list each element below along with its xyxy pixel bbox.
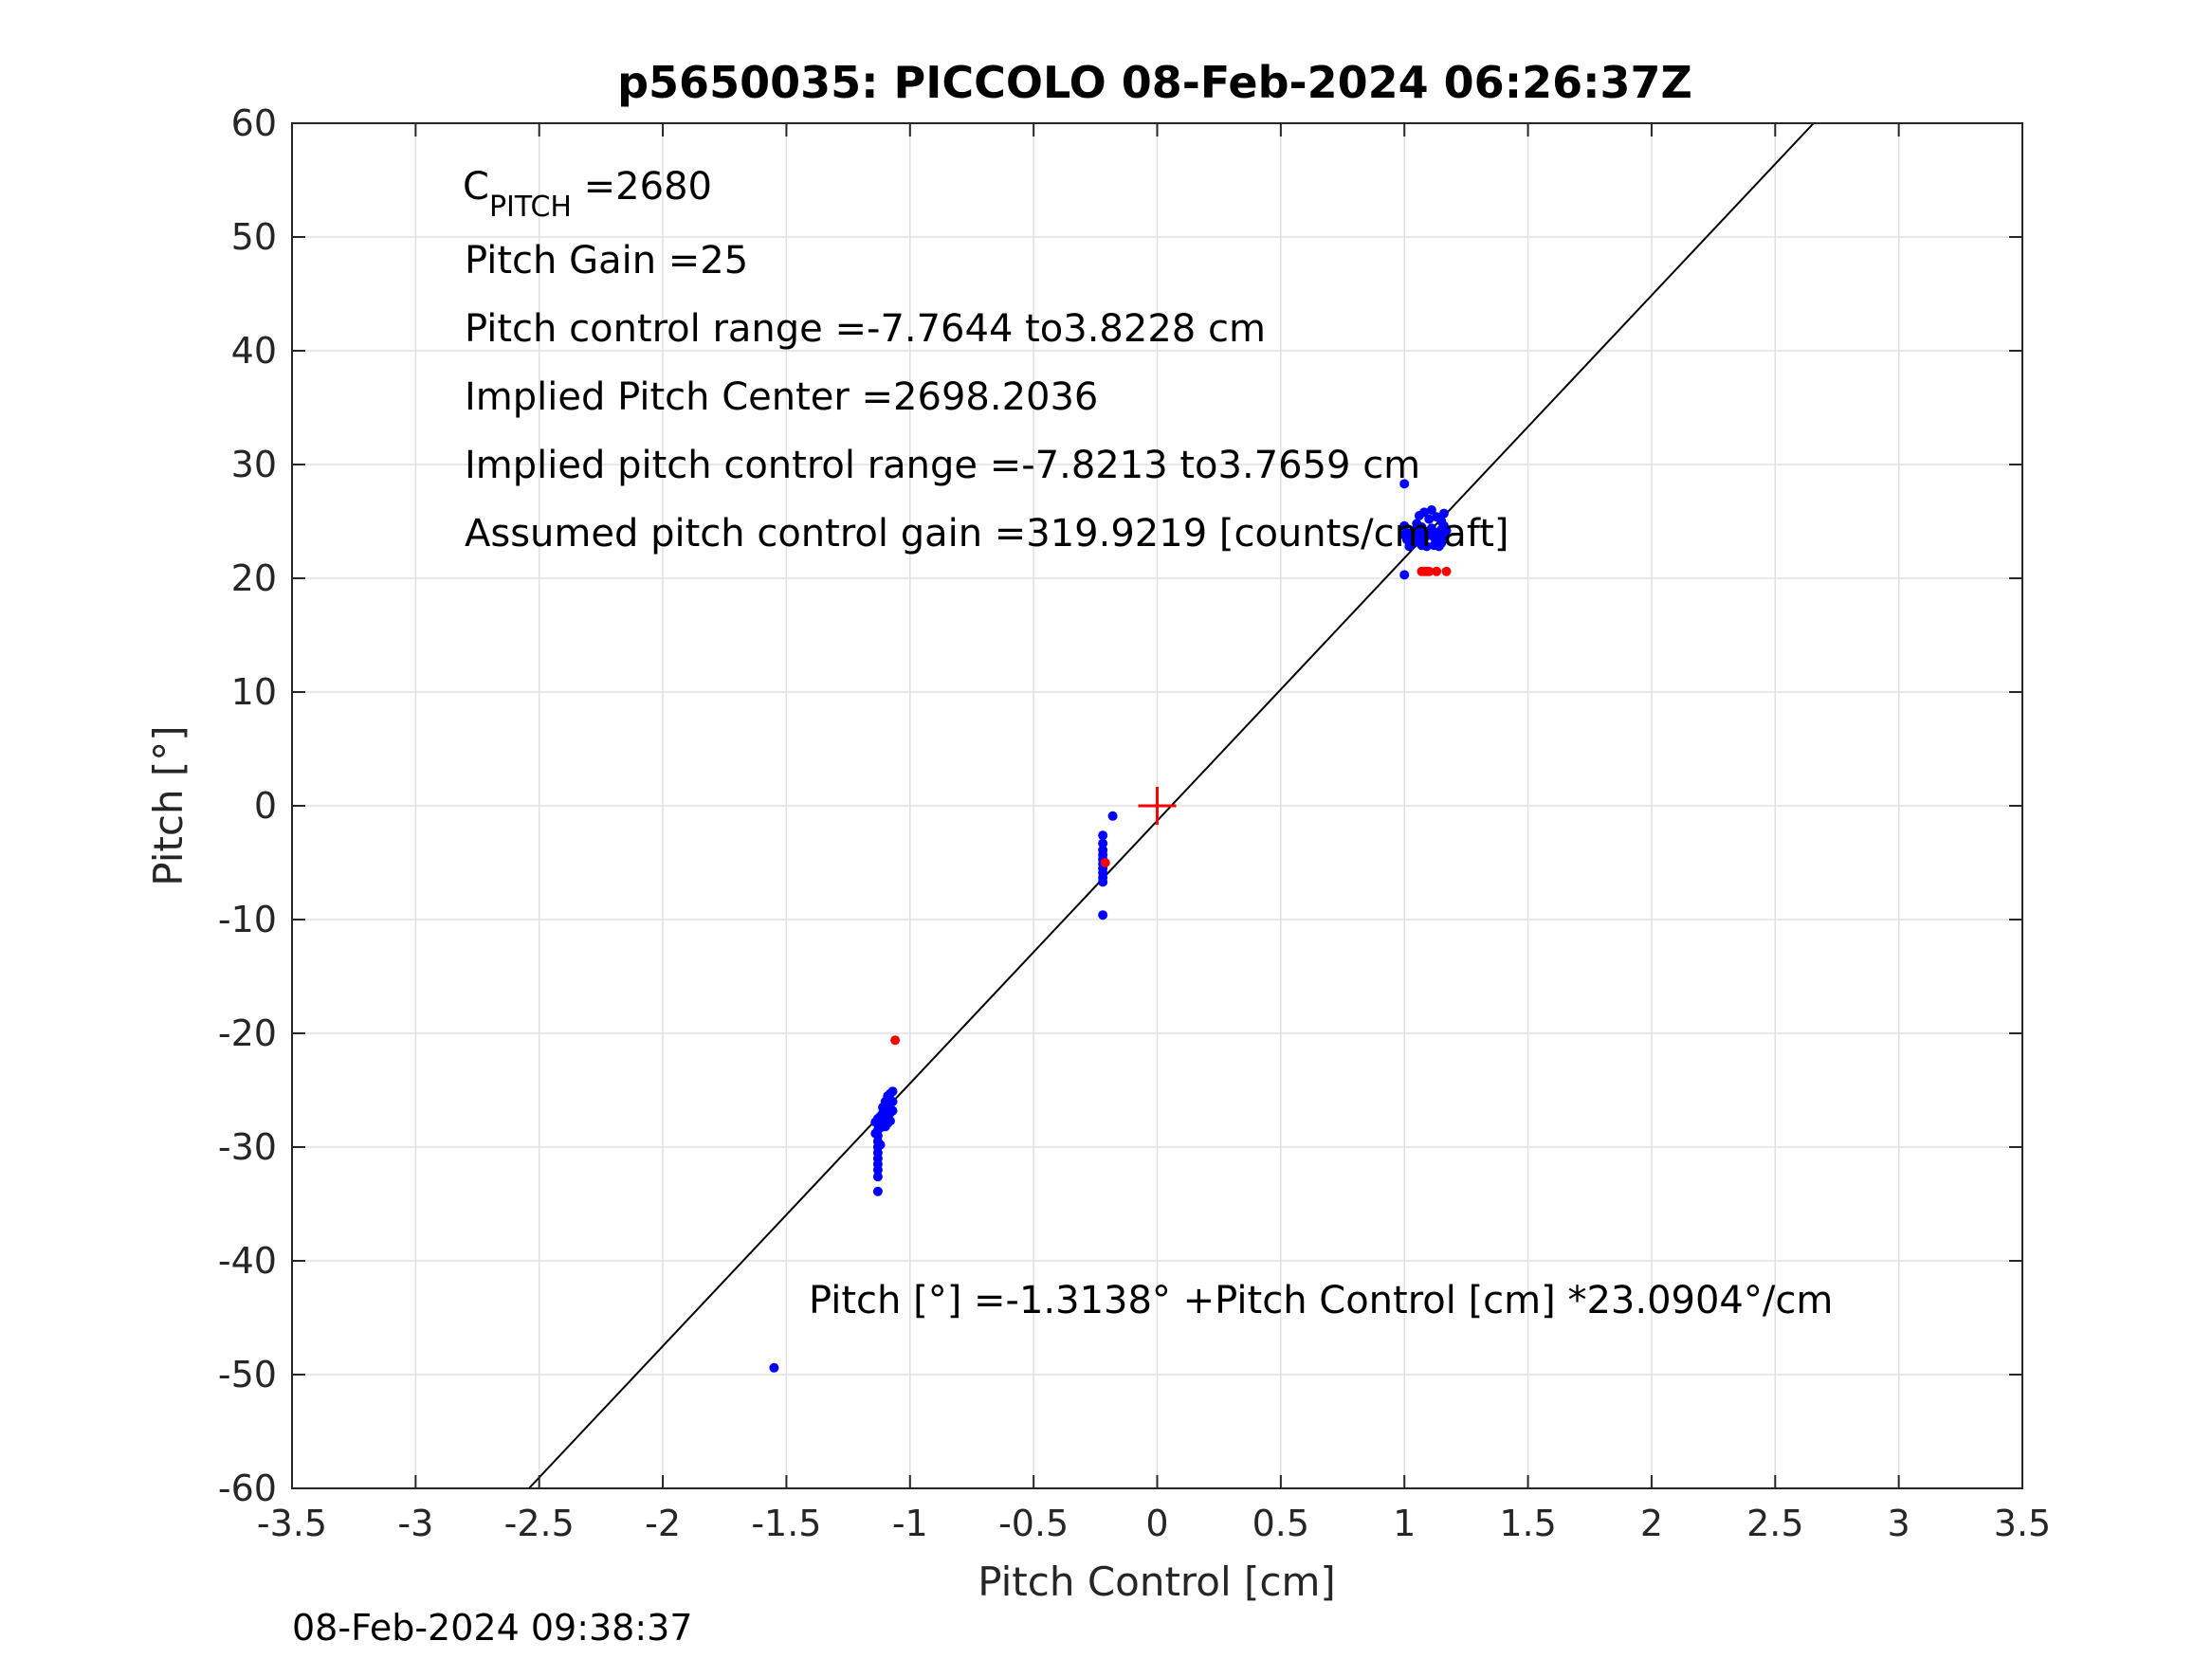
y-tick-label: -40: [218, 1240, 277, 1282]
blue-data-point: [887, 1105, 898, 1116]
y-tick-label: 0: [254, 785, 277, 827]
annotation-control-range: Pitch control range =-7.7644 to3.8228 cm: [465, 307, 1266, 351]
red-data-point: [1441, 566, 1452, 576]
c-pitch-main: C: [463, 165, 489, 209]
blue-data-point: [769, 1362, 779, 1373]
blue-data-point: [887, 1086, 898, 1097]
red-data-point: [1432, 566, 1442, 576]
blue-data-point: [1098, 877, 1108, 887]
x-axis-label: Pitch Control [cm]: [978, 1559, 1336, 1605]
x-tick-label: 0.5: [1252, 1503, 1309, 1544]
x-tick-label: 2.5: [1746, 1503, 1803, 1544]
c-pitch-subscript: PITCH: [489, 191, 572, 224]
red-data-point: [890, 1035, 901, 1046]
blue-data-point: [1421, 541, 1432, 552]
blue-data-point: [872, 1165, 883, 1175]
blue-data-point: [1107, 811, 1118, 821]
blue-data-point: [885, 1116, 895, 1126]
x-tick-label: -1: [892, 1503, 928, 1544]
y-tick-label: -30: [218, 1126, 277, 1168]
x-tick-label: 1.5: [1499, 1503, 1556, 1544]
annotation-implied-center: Implied Pitch Center =2698.2036: [465, 375, 1098, 419]
y-tick-label: -50: [218, 1354, 277, 1395]
blue-data-point: [1399, 479, 1410, 489]
x-tick-label: -2: [645, 1503, 681, 1544]
blue-data-point: [1424, 514, 1435, 524]
y-axis-label: Pitch [°]: [145, 725, 192, 885]
center-marker-group: [1138, 787, 1177, 825]
red-data-point: [1424, 566, 1435, 576]
x-tick-label: -3.5: [257, 1503, 327, 1544]
x-tick-label: 0: [1145, 1503, 1168, 1544]
annotation-fit-equation: Pitch [°] =-1.3138° +Pitch Control [cm] …: [809, 1279, 1833, 1322]
blue-data-point: [870, 1117, 881, 1127]
y-tick-label: -20: [218, 1012, 277, 1054]
x-tick-label: 3: [1888, 1503, 1910, 1544]
blue-data-point: [1404, 541, 1415, 552]
y-tick-label: 10: [231, 671, 277, 713]
blue-data-point: [1438, 508, 1449, 519]
blue-data-point: [1441, 525, 1452, 536]
y-tick-label: 20: [231, 557, 277, 599]
red-data-point: [1100, 858, 1110, 867]
x-tick-label: -2.5: [504, 1503, 575, 1544]
y-tick-label: 30: [231, 444, 277, 485]
blue-data-point: [1098, 830, 1108, 841]
x-tick-label: -1.5: [751, 1503, 821, 1544]
x-tick-label: 2: [1640, 1503, 1663, 1544]
blue-data-point: [875, 1139, 886, 1150]
blue-data-point: [887, 1097, 898, 1106]
grid-lines: [291, 122, 2023, 1489]
x-tick-label: 3.5: [1994, 1503, 2051, 1544]
x-tick-label: 1: [1393, 1503, 1416, 1544]
blue-data-point: [1098, 838, 1108, 848]
blue-data-point: [1419, 507, 1430, 518]
annotation-assumed-gain: Assumed pitch control gain =319.9219 [co…: [465, 512, 1508, 556]
chart-title: p5650035: PICCOLO 08-Feb-2024 06:26:37Z: [617, 57, 1692, 108]
data-points: [769, 479, 1452, 1373]
annotation-c-pitch: CPITCH =2680: [463, 165, 712, 224]
annotation-implied-range: Implied pitch control range =-7.8213 to3…: [465, 444, 1420, 487]
x-tick-label: -3: [397, 1503, 433, 1544]
blue-data-point: [1098, 910, 1108, 921]
blue-data-point: [870, 1128, 881, 1139]
y-tick-label: 50: [231, 216, 277, 258]
blue-data-point: [1399, 570, 1410, 580]
blue-data-point: [872, 1172, 883, 1182]
axis-ticks: -3.5 -3 -2.5 -2 -1.5 -1 -0.5 0 0.5 1 1.5 2 2.5 3 3.5 60…: [218, 102, 2051, 1544]
blue-data-point: [1426, 505, 1436, 515]
y-tick-label: -60: [218, 1468, 277, 1509]
x-tick-label: -0.5: [998, 1503, 1069, 1544]
annotation-pitch-gain: Pitch Gain =25: [465, 239, 748, 283]
y-tick-label: 60: [231, 102, 277, 144]
y-tick-label: 40: [231, 330, 277, 372]
footer-timestamp: 08-Feb-2024 09:38:37: [292, 1607, 693, 1649]
blue-data-point: [872, 1186, 883, 1196]
c-pitch-value: =2680: [572, 165, 712, 209]
y-tick-label: -10: [218, 899, 277, 940]
